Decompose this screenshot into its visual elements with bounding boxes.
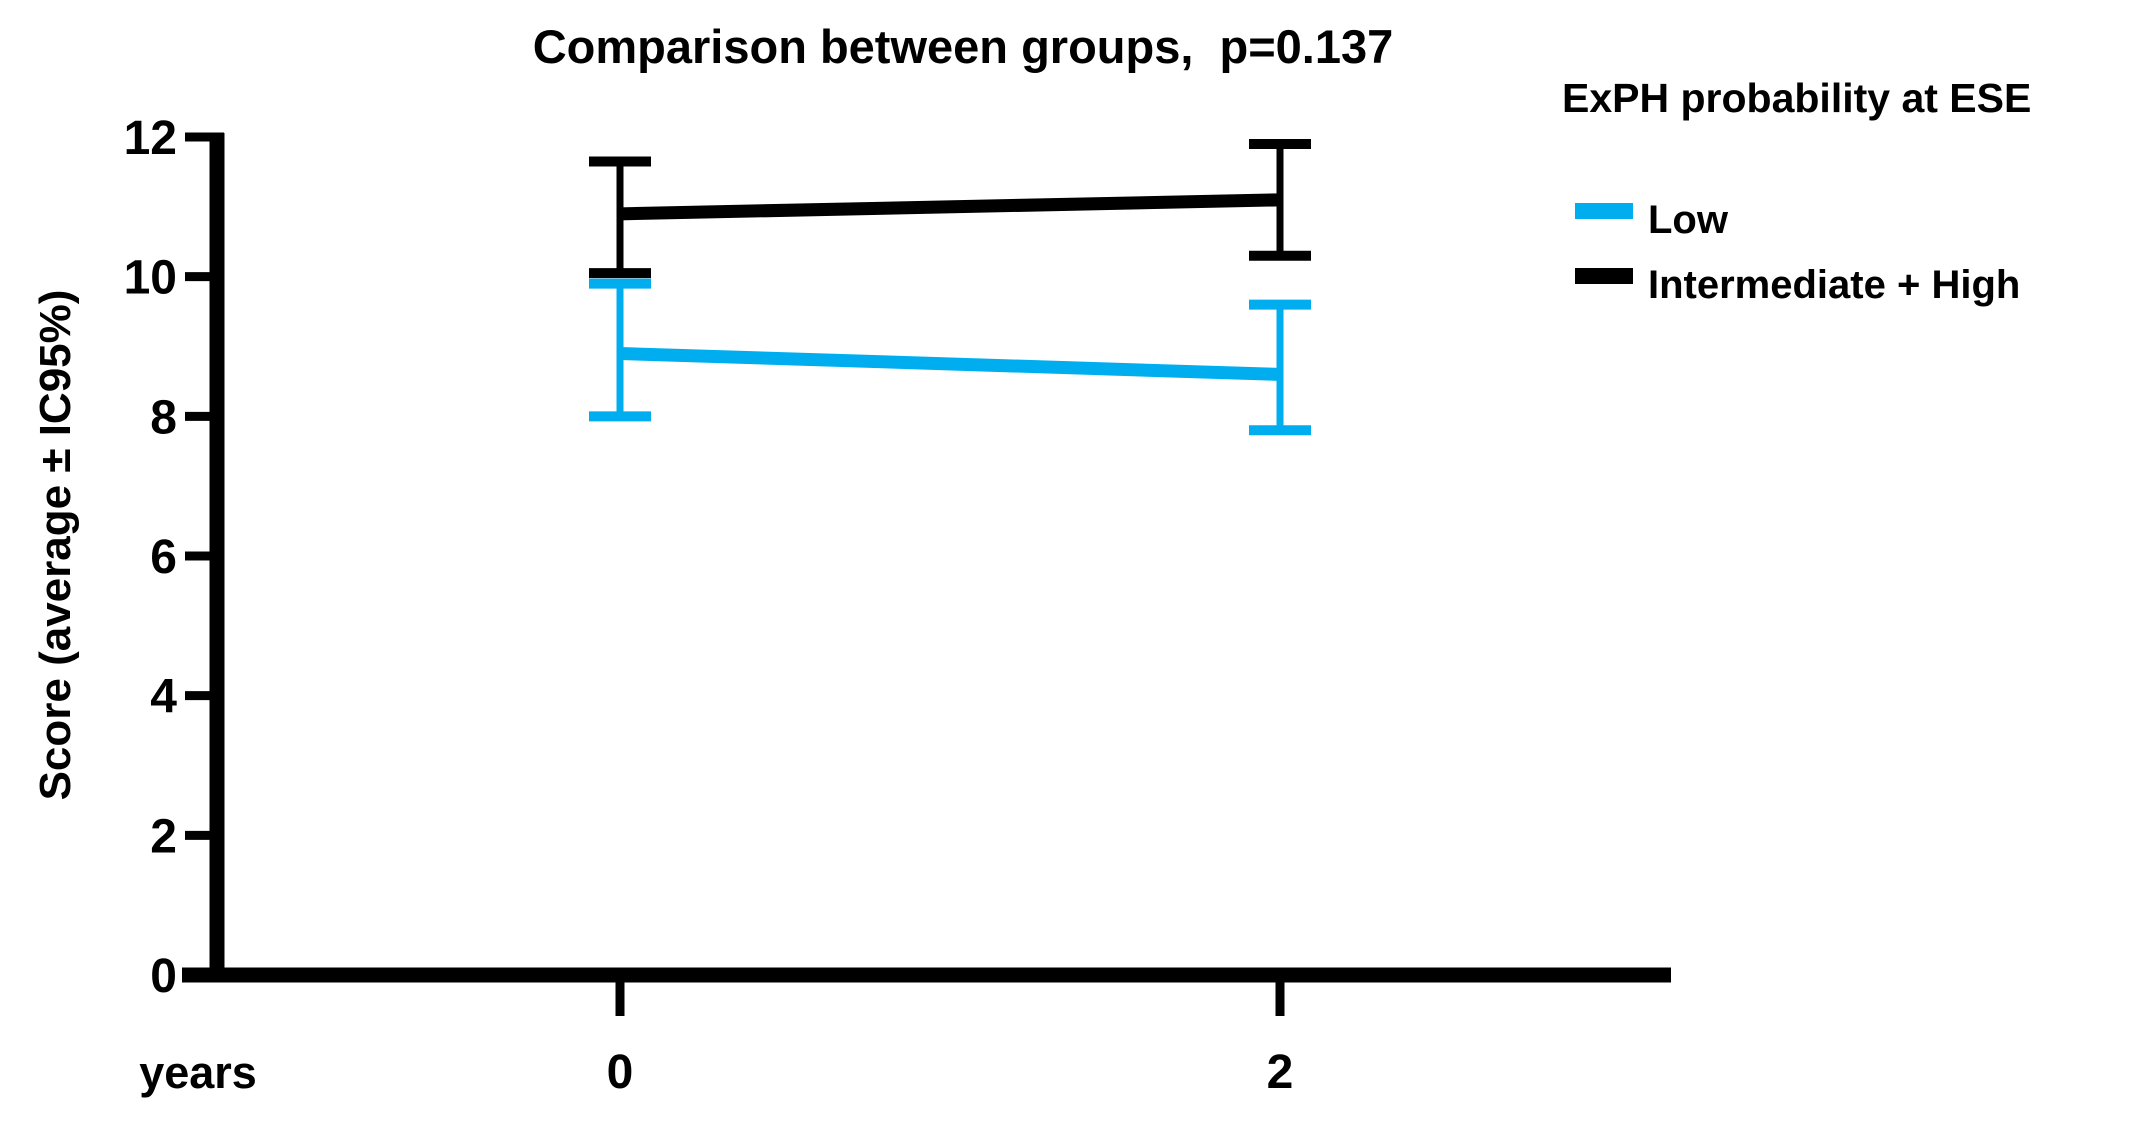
y-tick-label: 8 bbox=[150, 391, 177, 444]
x-tick-label: 2 bbox=[1267, 1046, 1294, 1099]
y-tick-label: 2 bbox=[150, 810, 177, 863]
x-axis-title: years bbox=[139, 1047, 257, 1098]
legend: ExPH probability at ESE Low Intermediate… bbox=[1562, 75, 2031, 307]
y-axis-title: Score (average ± IC95%) bbox=[31, 290, 80, 801]
mean-line-low bbox=[619, 346, 1281, 381]
series-low bbox=[589, 278, 1311, 436]
legend-swatch-low-icon bbox=[1575, 203, 1633, 219]
y-tick-label: 0 bbox=[150, 950, 177, 1003]
chart-title: Comparison between groups, p=0.137 bbox=[533, 20, 1394, 73]
legend-label-low: Low bbox=[1648, 198, 1729, 242]
x-tick-label: 0 bbox=[607, 1046, 634, 1099]
axes: 0 2 4 6 8 10 12 0 2 bbox=[124, 112, 1671, 1099]
series-intermediate-high bbox=[589, 138, 1311, 279]
y-tick-label: 10 bbox=[124, 252, 177, 305]
legend-title: ExPH probability at ESE bbox=[1562, 75, 2031, 121]
mean-line-intermediate-high bbox=[619, 193, 1281, 221]
legend-label-intermediate-high: Intermediate + High bbox=[1648, 263, 2020, 307]
y-tick-label: 4 bbox=[150, 671, 177, 724]
legend-swatch-intermediate-high-icon bbox=[1575, 268, 1633, 284]
series bbox=[589, 138, 1311, 436]
y-tick-label: 12 bbox=[124, 112, 177, 165]
y-tick-label: 6 bbox=[150, 531, 177, 584]
